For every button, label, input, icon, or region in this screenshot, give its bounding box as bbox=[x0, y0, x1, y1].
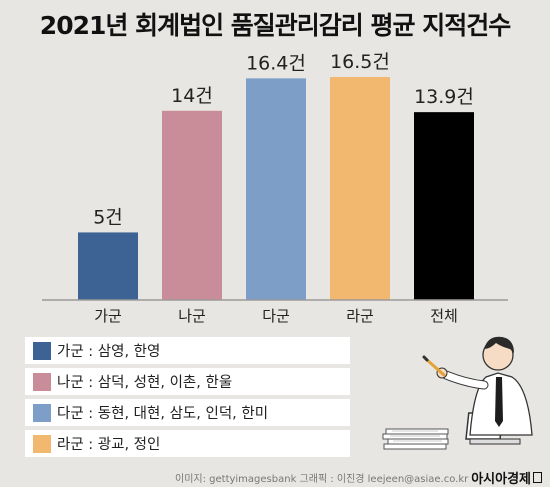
bar-나군 bbox=[162, 110, 222, 301]
bar-value-label: 13.9건 bbox=[414, 86, 474, 108]
category-label: 가군 bbox=[94, 307, 122, 325]
legend-swatch bbox=[33, 403, 51, 422]
accountant-illustration bbox=[382, 336, 533, 450]
legend-label: 가군 : 삼영, 한영 bbox=[57, 344, 161, 360]
legend-label: 나군 : 삼덕, 성현, 이촌, 한울 bbox=[57, 375, 233, 391]
category-label: 라군 bbox=[346, 307, 374, 325]
legend-label: 다군 : 동현, 대현, 삼도, 인덕, 한미 bbox=[57, 406, 269, 422]
legend-swatch bbox=[33, 372, 51, 391]
category-label: 다군 bbox=[262, 307, 290, 325]
paper-stack-icon bbox=[382, 428, 449, 450]
bar-value-label: 16.4건 bbox=[246, 52, 306, 74]
bar-value-label: 5건 bbox=[93, 206, 123, 228]
legend-item-ga: 가군 : 삼영, 한영 bbox=[25, 337, 350, 364]
legend-item-da: 다군 : 동현, 대현, 삼도, 인덕, 한미 bbox=[25, 399, 350, 426]
legend-swatch bbox=[33, 341, 51, 360]
category-label: 전체 bbox=[430, 307, 458, 325]
logo-mark-icon bbox=[533, 472, 542, 483]
image-credit: 이미지: gettyimagesbank 그래픽 : 이진경 leejeen@a… bbox=[175, 474, 469, 485]
legend-item-ra: 라군 : 광교, 정인 bbox=[25, 430, 350, 457]
bar-가군 bbox=[78, 232, 138, 300]
publisher-logo: 아시아경제 bbox=[471, 468, 542, 487]
businessman-icon bbox=[422, 336, 533, 436]
bar-전체 bbox=[414, 112, 474, 300]
category-label: 나군 bbox=[178, 307, 206, 325]
chart-title: 2021년 회계법인 품질관리감리 평균 지적건수 bbox=[39, 11, 511, 40]
bar-다군 bbox=[246, 78, 306, 300]
bar-라군 bbox=[330, 77, 390, 300]
bar-value-label: 16.5건 bbox=[330, 51, 390, 73]
footer: 이미지: gettyimagesbank 그래픽 : 이진경 leejeen@a… bbox=[0, 468, 550, 487]
legend-item-na: 나군 : 삼덕, 성현, 이촌, 한울 bbox=[25, 368, 350, 395]
bar-value-label: 14건 bbox=[171, 85, 213, 107]
legend: 가군 : 삼영, 한영 나군 : 삼덕, 성현, 이촌, 한울 다군 : 동현,… bbox=[25, 337, 350, 461]
publisher-name: 아시아경제 bbox=[471, 472, 531, 487]
legend-swatch bbox=[33, 434, 51, 453]
legend-label: 라군 : 광교, 정인 bbox=[57, 437, 161, 453]
